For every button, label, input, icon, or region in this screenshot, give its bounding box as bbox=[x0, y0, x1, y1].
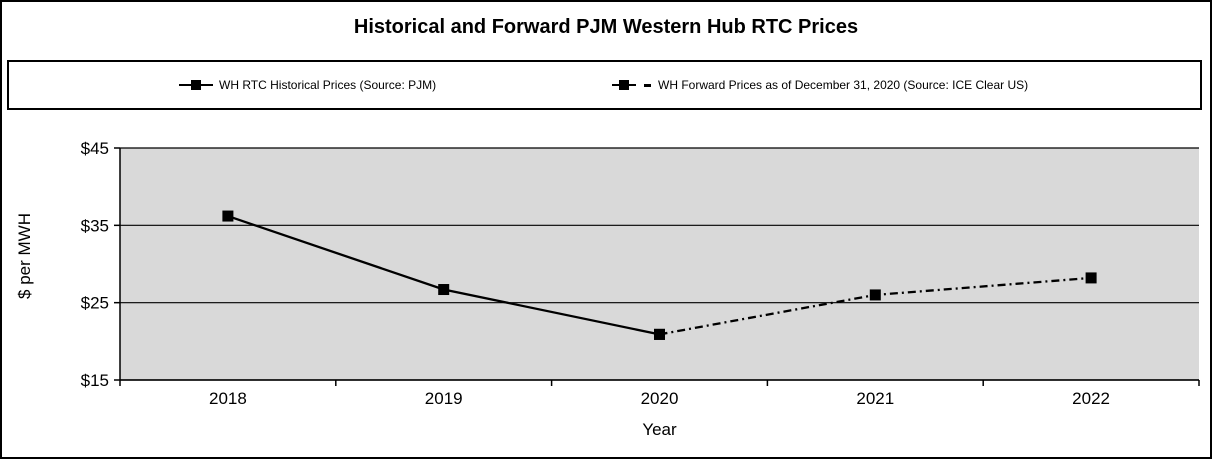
legend-box: WH RTC Historical Prices (Source: PJM) W… bbox=[7, 60, 1202, 110]
data-point-marker bbox=[869, 289, 881, 301]
data-point-marker bbox=[222, 210, 234, 222]
legend-entry-forward: WH Forward Prices as of December 31, 202… bbox=[612, 78, 1028, 92]
x-tick-label: 2020 bbox=[641, 389, 679, 408]
solid-line-square-marker-icon bbox=[179, 79, 213, 91]
data-point-marker bbox=[438, 284, 450, 296]
y-tick-label: $45 bbox=[81, 139, 109, 158]
legend-entry-historical: WH RTC Historical Prices (Source: PJM) bbox=[179, 78, 436, 92]
plot-area bbox=[120, 148, 1199, 380]
x-axis-title: Year bbox=[642, 420, 677, 439]
y-tick-label: $15 bbox=[81, 371, 109, 390]
dashdot-line-square-marker-icon bbox=[612, 79, 652, 91]
y-axis-title: $ per MWH bbox=[15, 213, 34, 299]
data-point-marker bbox=[1085, 272, 1097, 284]
data-point-marker bbox=[654, 328, 665, 340]
legend-label-historical: WH RTC Historical Prices (Source: PJM) bbox=[219, 78, 437, 92]
x-tick-label: 2018 bbox=[209, 389, 247, 408]
legend-label-forward: WH Forward Prices as of December 31, 202… bbox=[658, 78, 1029, 92]
y-tick-label: $35 bbox=[81, 216, 109, 235]
x-tick-label: 2019 bbox=[425, 389, 463, 408]
x-tick-label: 2021 bbox=[856, 389, 894, 408]
x-tick-label: 2022 bbox=[1072, 389, 1110, 408]
y-tick-label: $25 bbox=[81, 294, 109, 313]
chart-title: Historical and Forward PJM Western Hub R… bbox=[353, 16, 859, 38]
